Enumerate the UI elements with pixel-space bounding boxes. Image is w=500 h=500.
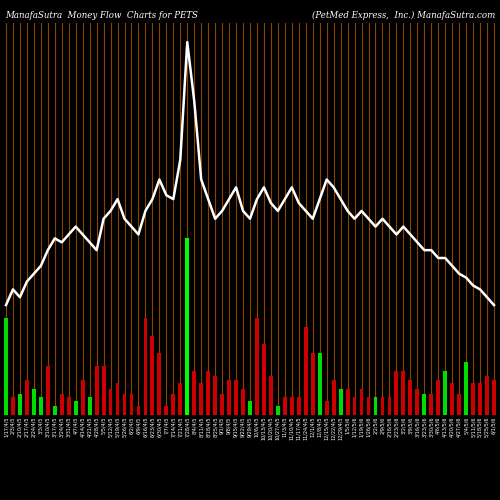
Bar bbox=[478, 383, 482, 415]
Bar bbox=[164, 406, 168, 415]
Bar bbox=[94, 366, 98, 415]
Bar bbox=[150, 336, 154, 415]
Bar bbox=[192, 371, 196, 415]
Bar bbox=[366, 398, 370, 415]
Bar bbox=[290, 398, 294, 415]
Bar bbox=[4, 318, 8, 415]
Bar bbox=[283, 398, 287, 415]
Bar bbox=[430, 394, 433, 415]
Bar bbox=[74, 401, 78, 415]
Bar bbox=[206, 371, 210, 415]
Bar bbox=[241, 388, 245, 415]
Bar bbox=[444, 371, 447, 415]
Bar bbox=[122, 394, 126, 415]
Bar bbox=[297, 398, 300, 415]
Bar bbox=[416, 388, 419, 415]
Bar bbox=[102, 366, 105, 415]
Bar bbox=[380, 398, 384, 415]
Bar bbox=[213, 376, 217, 415]
Bar bbox=[360, 388, 364, 415]
Bar bbox=[304, 326, 308, 415]
Bar bbox=[172, 394, 175, 415]
Bar bbox=[248, 401, 252, 415]
Bar bbox=[186, 238, 189, 415]
Bar bbox=[116, 383, 119, 415]
Bar bbox=[234, 380, 238, 415]
Bar bbox=[485, 376, 489, 415]
Bar bbox=[325, 401, 328, 415]
Bar bbox=[136, 406, 140, 415]
Bar bbox=[39, 398, 43, 415]
Text: ManafaSutra  Money Flow  Charts for PETS: ManafaSutra Money Flow Charts for PETS bbox=[5, 11, 198, 20]
Text: (PetMed Express,  Inc.) ManafaSutra.com: (PetMed Express, Inc.) ManafaSutra.com bbox=[312, 11, 495, 20]
Bar bbox=[422, 394, 426, 415]
Bar bbox=[227, 380, 231, 415]
Bar bbox=[457, 394, 461, 415]
Bar bbox=[492, 380, 496, 415]
Bar bbox=[450, 383, 454, 415]
Bar bbox=[88, 398, 92, 415]
Bar bbox=[200, 383, 203, 415]
Bar bbox=[394, 371, 398, 415]
Bar bbox=[262, 344, 266, 415]
Bar bbox=[388, 398, 392, 415]
Bar bbox=[158, 353, 162, 415]
Bar bbox=[53, 406, 56, 415]
Bar bbox=[32, 388, 36, 415]
Bar bbox=[464, 362, 468, 415]
Bar bbox=[352, 398, 356, 415]
Bar bbox=[255, 318, 259, 415]
Bar bbox=[471, 383, 475, 415]
Bar bbox=[60, 394, 64, 415]
Bar bbox=[144, 318, 148, 415]
Bar bbox=[374, 398, 378, 415]
Bar bbox=[130, 394, 134, 415]
Bar bbox=[408, 380, 412, 415]
Bar bbox=[402, 371, 406, 415]
Bar bbox=[25, 380, 29, 415]
Bar bbox=[46, 366, 50, 415]
Bar bbox=[108, 388, 112, 415]
Bar bbox=[67, 398, 70, 415]
Bar bbox=[178, 383, 182, 415]
Bar bbox=[311, 353, 314, 415]
Bar bbox=[220, 394, 224, 415]
Bar bbox=[11, 398, 15, 415]
Bar bbox=[318, 353, 322, 415]
Bar bbox=[18, 394, 22, 415]
Bar bbox=[269, 376, 273, 415]
Bar bbox=[332, 380, 336, 415]
Bar bbox=[436, 380, 440, 415]
Bar bbox=[81, 380, 84, 415]
Bar bbox=[338, 388, 342, 415]
Bar bbox=[346, 388, 350, 415]
Bar bbox=[276, 406, 280, 415]
